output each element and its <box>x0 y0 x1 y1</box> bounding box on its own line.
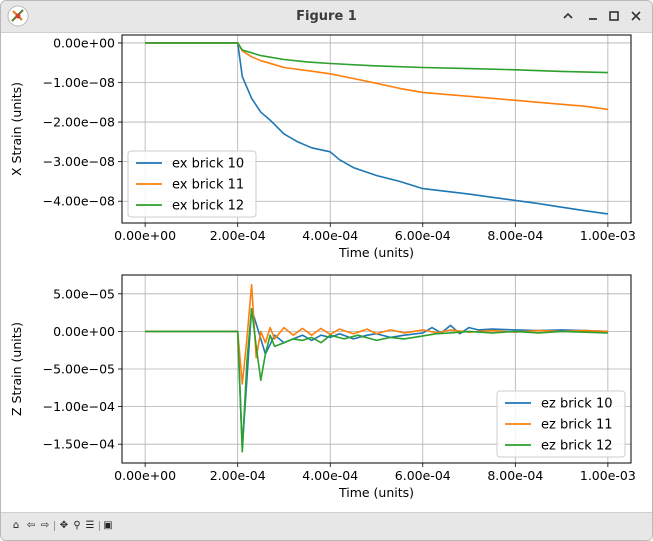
series-line-3 <box>145 307 608 453</box>
chevron-up-icon <box>563 12 573 19</box>
x-tick-label: 1.00e-03 <box>580 468 636 483</box>
pan-icon: ✥ <box>59 520 69 531</box>
toolbar-separator <box>99 521 100 531</box>
y-tick-label: 5.00e−05 <box>53 286 115 301</box>
y-tick-label: −2.00e−08 <box>43 115 115 130</box>
back-button[interactable]: ⇦ <box>24 518 38 534</box>
y-axis-label: Z Strain (units) <box>9 322 24 416</box>
back-icon: ⇦ <box>26 520 36 531</box>
app-icon <box>7 5 29 27</box>
bottom-axes-z-strain: 0.00e+00 2.00e-04 4.00e-04 6.00e-04 8.00e-04… <box>9 274 636 500</box>
y-tick-label: −4.00e−08 <box>43 194 115 209</box>
series-line-2 <box>145 42 609 111</box>
series-line-3 <box>145 42 608 74</box>
toolbar-separator <box>54 521 55 531</box>
minimize-button[interactable] <box>584 7 602 25</box>
pan-button[interactable]: ✥ <box>57 518 71 534</box>
legend-box <box>127 150 257 218</box>
x-tick-label: 0.00e+00 <box>114 228 176 243</box>
x-tick-label: 8.00e-04 <box>487 468 543 483</box>
forward-button[interactable]: ⇨ <box>38 518 52 534</box>
y-tick-label: −1.00e−04 <box>43 399 115 414</box>
legend-box <box>496 390 626 458</box>
minimize-icon <box>589 18 597 20</box>
y-tick-label: 0.00e+00 <box>53 35 115 50</box>
legend-entry: ez brick 12 <box>541 439 613 454</box>
legend-entry: ex brick 12 <box>172 199 244 214</box>
x-tick-label: 6.00e-04 <box>395 228 451 243</box>
configure-subplots-button[interactable]: ☰ <box>83 518 97 534</box>
maximize-icon <box>609 11 619 21</box>
collapse-button[interactable] <box>559 7 577 25</box>
x-axis-label: Time (units) <box>338 245 414 260</box>
figure-canvas[interactable]: 0.00e+00 2.00e-04 4.00e-04 6.00e-04 8.00e-04… <box>1 33 652 511</box>
zoom-button[interactable]: ⚲ <box>70 518 84 534</box>
forward-icon: ⇨ <box>40 520 50 531</box>
home-button[interactable]: ⌂ <box>9 518 23 534</box>
x-tick-label: 6.00e-04 <box>395 468 451 483</box>
save-button[interactable]: ▣ <box>101 518 115 534</box>
configure-subplots-icon: ☰ <box>85 520 95 531</box>
y-tick-label: −1.50e−04 <box>43 437 115 452</box>
x-tick-label: 4.00e-04 <box>302 228 358 243</box>
x-tick-label: 4.00e-04 <box>302 468 358 483</box>
top-axes-x-strain: 0.00e+00 2.00e-04 4.00e-04 6.00e-04 8.00e-04… <box>9 34 636 260</box>
legend-entry: ez brick 11 <box>541 418 613 433</box>
y-tick-label: −5.00e−05 <box>43 362 115 377</box>
axes-frame <box>121 34 632 224</box>
x-axis-label: Time (units) <box>338 485 414 500</box>
legend: ex brick 10 ex brick 11 ex brick 12 <box>127 150 257 218</box>
legend-entry: ez brick 10 <box>541 397 613 412</box>
navigation-toolbar: ⌂ ⇦ ⇨ ✥ ⚲ ☰ ▣ <box>1 512 652 540</box>
close-button[interactable] <box>627 7 645 25</box>
legend-entry: ex brick 11 <box>172 178 244 193</box>
close-icon <box>631 11 641 21</box>
zoom-icon: ⚲ <box>73 520 81 531</box>
x-tick-label: 1.00e-03 <box>580 228 636 243</box>
x-tick-label: 2.00e-04 <box>210 468 266 483</box>
title-bar[interactable]: Figure 1 <box>1 1 652 33</box>
x-tick-label: 0.00e+00 <box>114 468 176 483</box>
save-icon: ▣ <box>103 520 113 531</box>
y-tick-label: −3.00e−08 <box>43 154 115 169</box>
legend: ez brick 10 ez brick 11 ez brick 12 <box>496 390 626 458</box>
x-tick-label: 8.00e-04 <box>487 228 543 243</box>
legend-entry: ex brick 10 <box>172 157 244 172</box>
window-title: Figure 1 <box>296 9 357 24</box>
series-line-1 <box>145 42 609 215</box>
home-icon: ⌂ <box>12 520 20 531</box>
y-axis-label: X Strain (units) <box>9 82 24 176</box>
maximize-button[interactable] <box>605 7 623 25</box>
y-tick-label: −1.00e−08 <box>43 75 115 90</box>
y-tick-label: 0.00e+00 <box>53 324 115 339</box>
x-tick-label: 2.00e-04 <box>210 228 266 243</box>
